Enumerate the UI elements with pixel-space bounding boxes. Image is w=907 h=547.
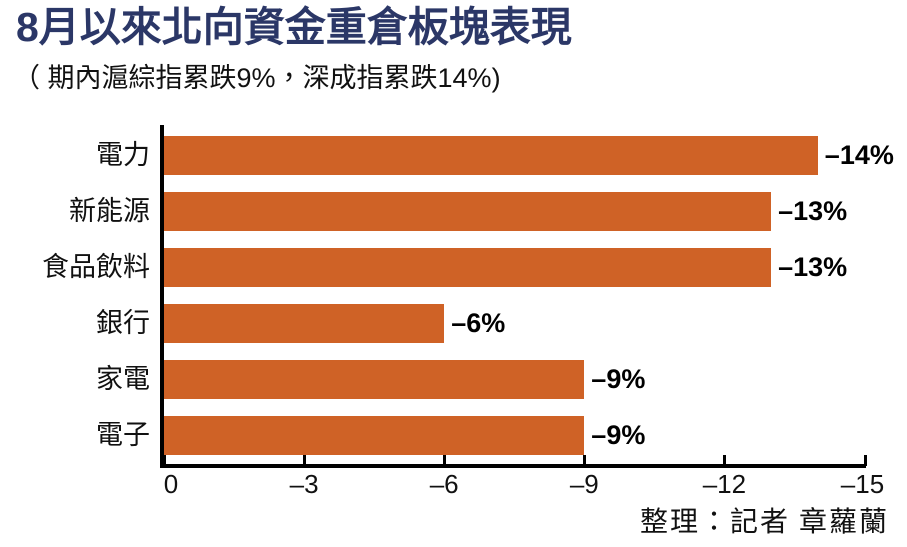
bar-row: 家電 –9% [0,352,907,407]
bar-5 [164,360,585,399]
x-tick-label-2: –3 [289,469,319,499]
credit-line: 整理：記者 章蘿蘭 [639,507,889,538]
x-tick-label-1: 0 [163,469,179,499]
x-tick-label-6: –15 [840,469,885,499]
bar-value-label-5: –9% [591,364,646,394]
x-tick-6 [863,455,867,466]
y-axis-line [160,125,164,468]
bar-4 [164,304,445,343]
bar-3 [164,248,772,287]
bar-value-label-1: –14% [824,140,894,170]
bar-value-label-4: –6% [451,308,506,338]
bar-row: 新能源 –13% [0,184,907,239]
x-tick-4 [583,455,587,466]
bar-row: 食品飲料 –13% [0,240,907,295]
bar-value-label-2: –13% [778,196,848,226]
bar-value-label-6: –9% [591,420,646,450]
bar-row: 電力 –14% [0,128,907,183]
category-label-5: 家電 [96,364,150,394]
bar-6 [164,416,585,455]
x-tick-label-5: –12 [702,469,747,499]
category-label-2: 新能源 [69,196,150,226]
x-tick-1 [163,455,166,466]
category-label-1: 電力 [96,140,150,170]
category-label-4: 銀行 [96,308,150,338]
category-label-3: 食品飲料 [42,252,150,282]
x-tick-label-4: –9 [569,469,599,499]
bar-row: 電子 –9% [0,408,907,463]
x-axis-line [160,464,866,468]
category-label-6: 電子 [96,420,150,450]
bar-1 [164,136,818,175]
page-title: 8月以來北向資金重倉板塊表現 [16,4,572,50]
x-tick-3 [443,455,447,466]
bar-2 [164,192,772,231]
bar-value-label-3: –13% [778,252,848,282]
x-tick-2 [303,455,307,466]
chart-subtitle: （ 期內滬綜指累跌9%，深成指累跌14%) [13,63,501,93]
x-tick-label-3: –6 [429,469,459,499]
x-tick-5 [723,455,727,466]
bar-row: 銀行 –6% [0,296,907,351]
